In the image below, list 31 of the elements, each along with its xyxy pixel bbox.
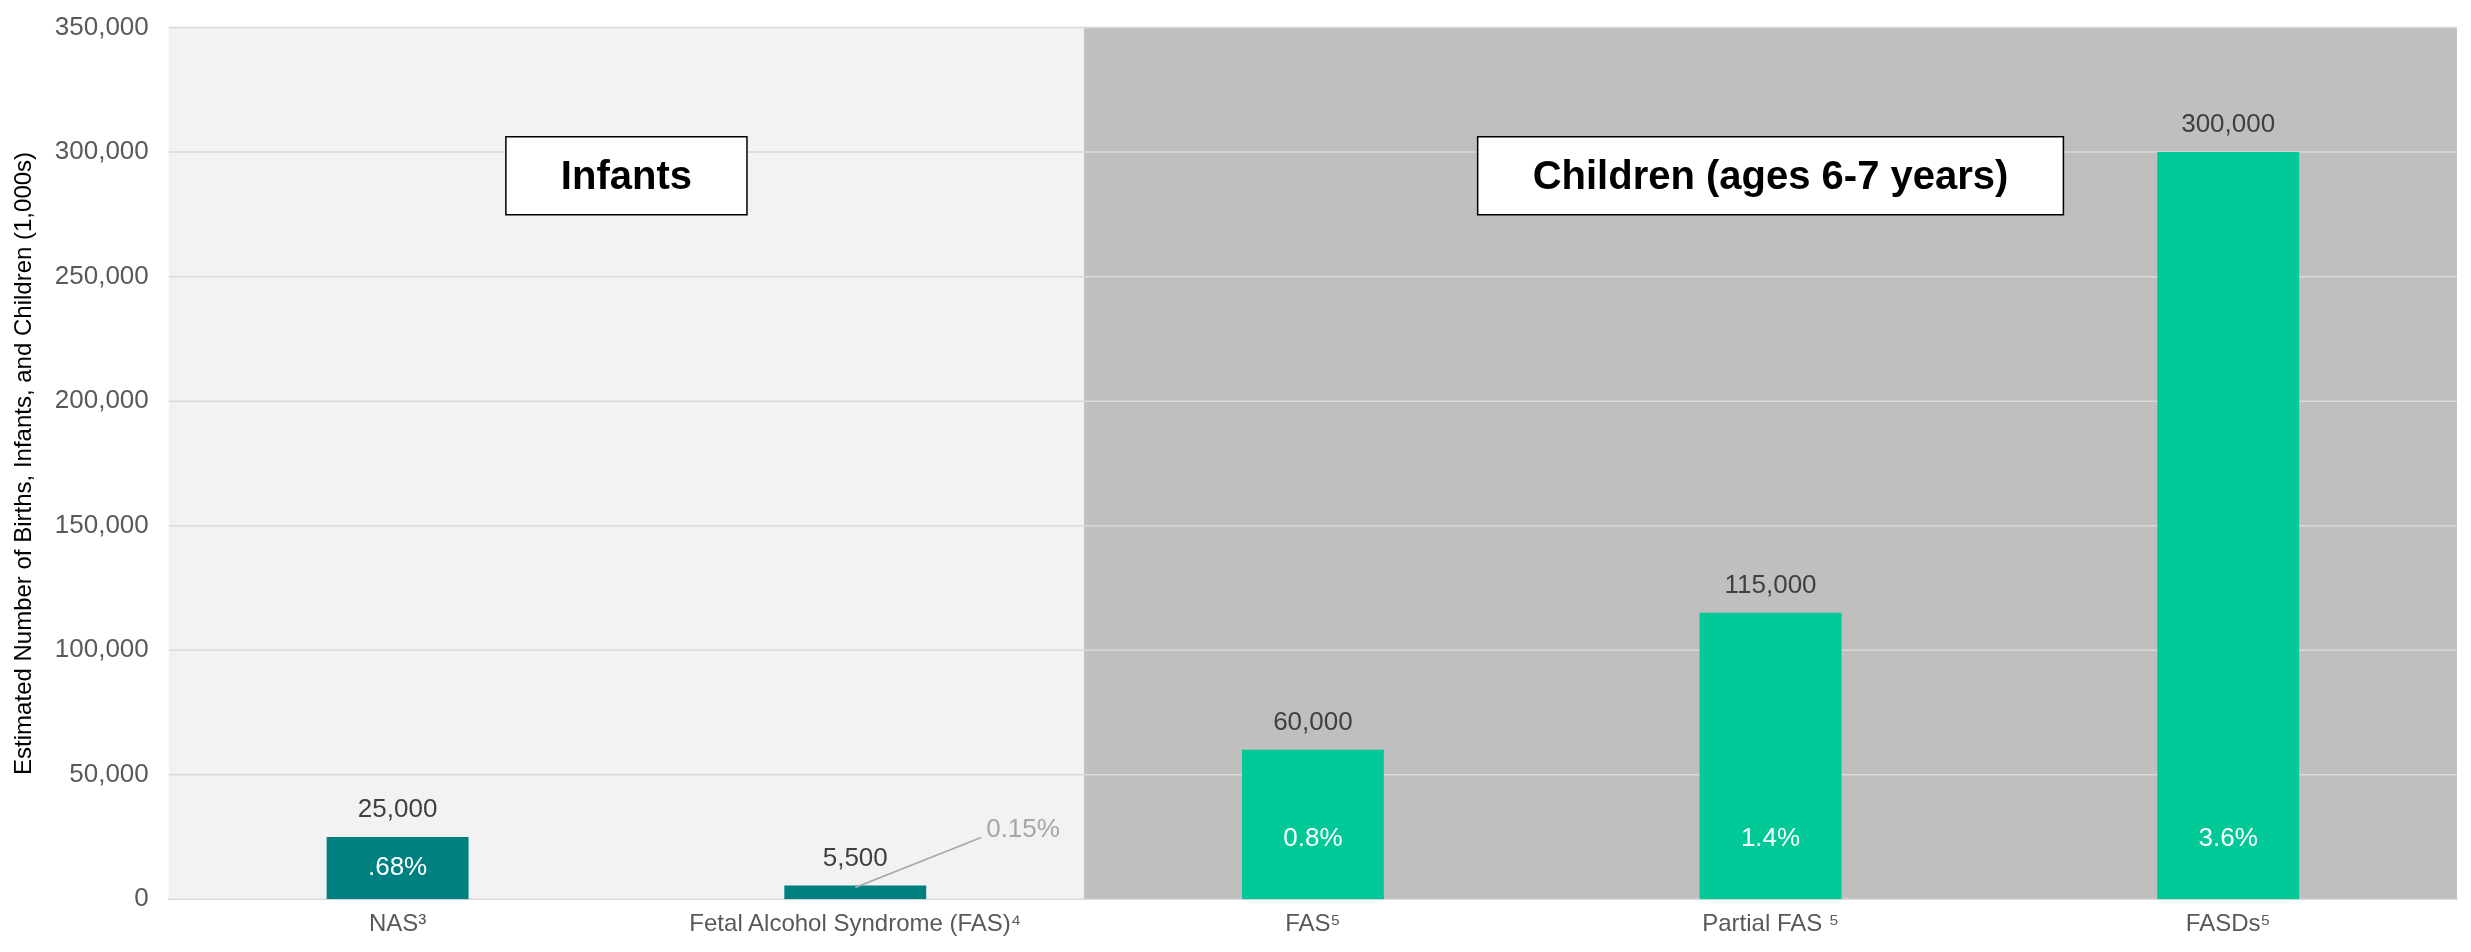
x-tick-label: NAS³ <box>368 909 427 937</box>
annotation: 3.6% <box>2198 822 2258 853</box>
y-tick-label: 0 <box>134 882 149 913</box>
data-label: 115,000 <box>1724 568 1817 599</box>
bar <box>1241 749 1384 900</box>
y-tick-label: 200,000 <box>54 384 149 415</box>
band-label: Infants <box>560 152 692 197</box>
y-tick-label: 50,000 <box>69 757 149 788</box>
x-tick-label: Partial FAS ⁵ <box>1702 909 1839 937</box>
y-axis-title: Estimated Number of Births, Infants, and Children (1,000s) <box>9 151 37 775</box>
data-label: 25,000 <box>357 793 438 824</box>
x-tick-label: FAS⁵ <box>1285 909 1341 937</box>
y-tick-label: 350,000 <box>54 10 149 41</box>
annotation: 0.8% <box>1283 822 1343 853</box>
bar <box>326 836 469 900</box>
band-label: Children (ages 6-7 years) <box>1532 152 2009 197</box>
x-tick-label: Fetal Alcohol Syndrome (FAS)⁴ <box>689 909 1022 937</box>
bar <box>2157 152 2300 900</box>
x-tick-label: FASDs⁵ <box>2185 909 2271 937</box>
y-tick-label: 100,000 <box>54 633 149 664</box>
y-tick-label: 150,000 <box>54 508 149 539</box>
y-tick-label: 300,000 <box>54 135 149 166</box>
bar <box>784 885 927 900</box>
bar <box>1699 612 1842 900</box>
annotation: .68% <box>367 851 428 882</box>
data-label: 60,000 <box>1273 705 1353 736</box>
y-tick-label: 250,000 <box>54 259 149 290</box>
annotation: 0.15% <box>986 812 1060 843</box>
annotation: 1.4% <box>1740 822 1801 853</box>
data-label: 300,000 <box>2181 108 2276 139</box>
data-label: 5,500 <box>822 841 888 872</box>
